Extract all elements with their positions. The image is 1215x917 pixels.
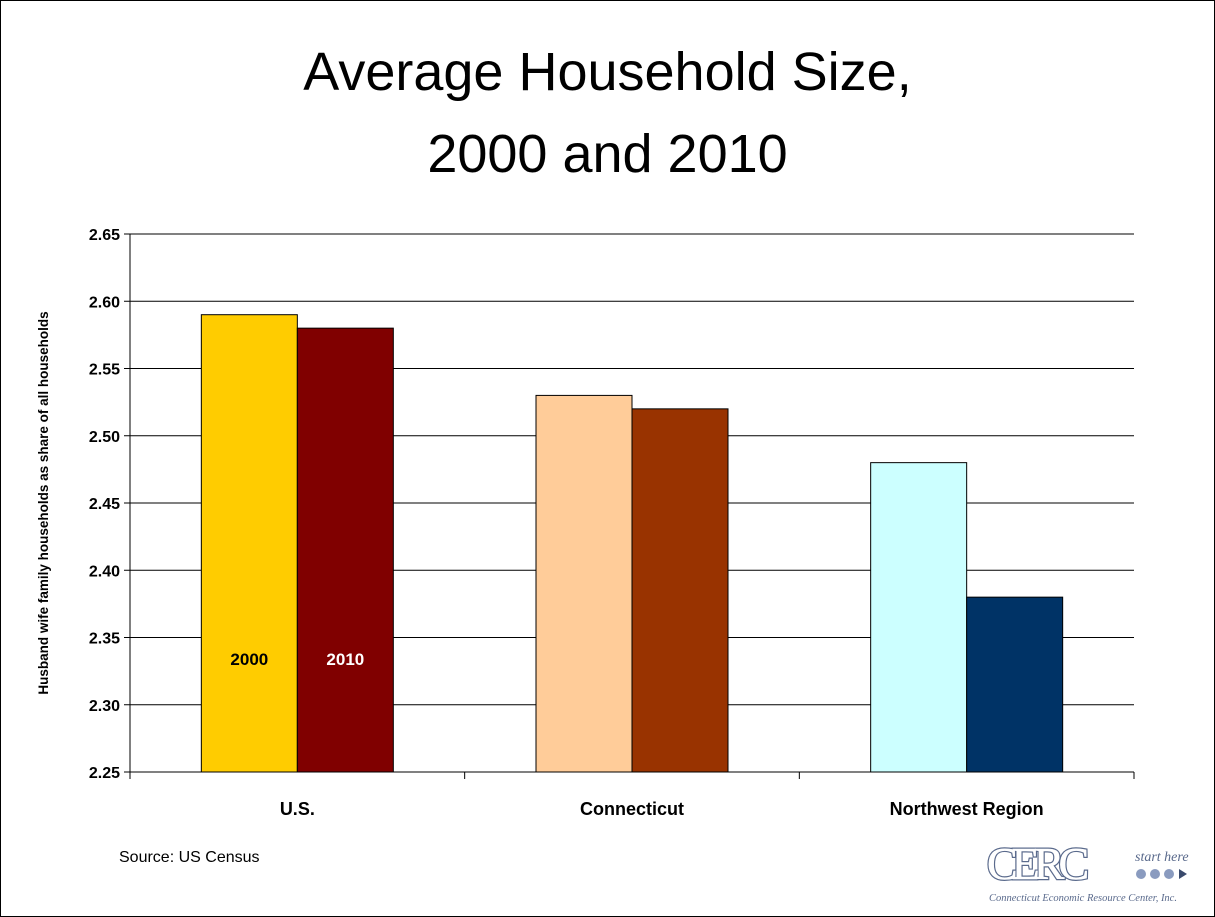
source-note: Source: US Census bbox=[119, 849, 260, 866]
y-axis-label: Husband wife family households as share … bbox=[36, 311, 51, 694]
bar-2000-1 bbox=[535, 394, 633, 773]
bar-2010-0 bbox=[296, 327, 394, 773]
bar-2000-2 bbox=[870, 462, 968, 773]
bar-chart: 2.25 2.30 2.35 2.40 2.45 2.50 2.55 2.60 2.65 2000… bbox=[36, 227, 1135, 819]
cerc-logo: CERC CERC start here Connecticut Economi… bbox=[986, 839, 1189, 904]
cerc-tagline: start here bbox=[1135, 850, 1189, 865]
y-tick-label: 2.50 bbox=[89, 429, 120, 446]
bar-2000-0 bbox=[200, 314, 298, 773]
y-tick-label: 2.35 bbox=[89, 631, 120, 648]
series-label-2000: 2000 bbox=[230, 650, 268, 669]
y-tick-label: 2.65 bbox=[89, 227, 120, 244]
y-tick-label: 2.25 bbox=[89, 765, 120, 782]
svg-text:CERC: CERC bbox=[987, 839, 1087, 889]
y-tick-label: 2.60 bbox=[89, 294, 120, 311]
bar-2010-2 bbox=[966, 596, 1064, 773]
cerc-logo-mark: CERC CERC bbox=[986, 839, 1095, 891]
cerc-org-name: Connecticut Economic Resource Center, In… bbox=[989, 893, 1177, 904]
bar-2010-1 bbox=[631, 408, 729, 773]
x-category-label: Northwest Region bbox=[890, 799, 1044, 819]
y-tick-label: 2.40 bbox=[89, 563, 120, 580]
logo-dot bbox=[1136, 869, 1146, 879]
x-category-label: Connecticut bbox=[580, 799, 684, 819]
x-category-label: U.S. bbox=[280, 799, 315, 819]
chart-title-line2: 2000 and 2010 bbox=[427, 124, 788, 184]
y-tick-label: 2.30 bbox=[89, 698, 120, 715]
logo-dot bbox=[1150, 869, 1160, 879]
logo-arrow bbox=[1179, 869, 1187, 879]
y-tick-label: 2.45 bbox=[89, 496, 120, 513]
logo-dot bbox=[1164, 869, 1174, 879]
chart-title-line1: Average Household Size, bbox=[303, 42, 912, 102]
series-label-2010: 2010 bbox=[326, 650, 364, 669]
y-tick-label: 2.55 bbox=[89, 362, 120, 379]
svg-text:CERC: CERC bbox=[987, 839, 1087, 889]
